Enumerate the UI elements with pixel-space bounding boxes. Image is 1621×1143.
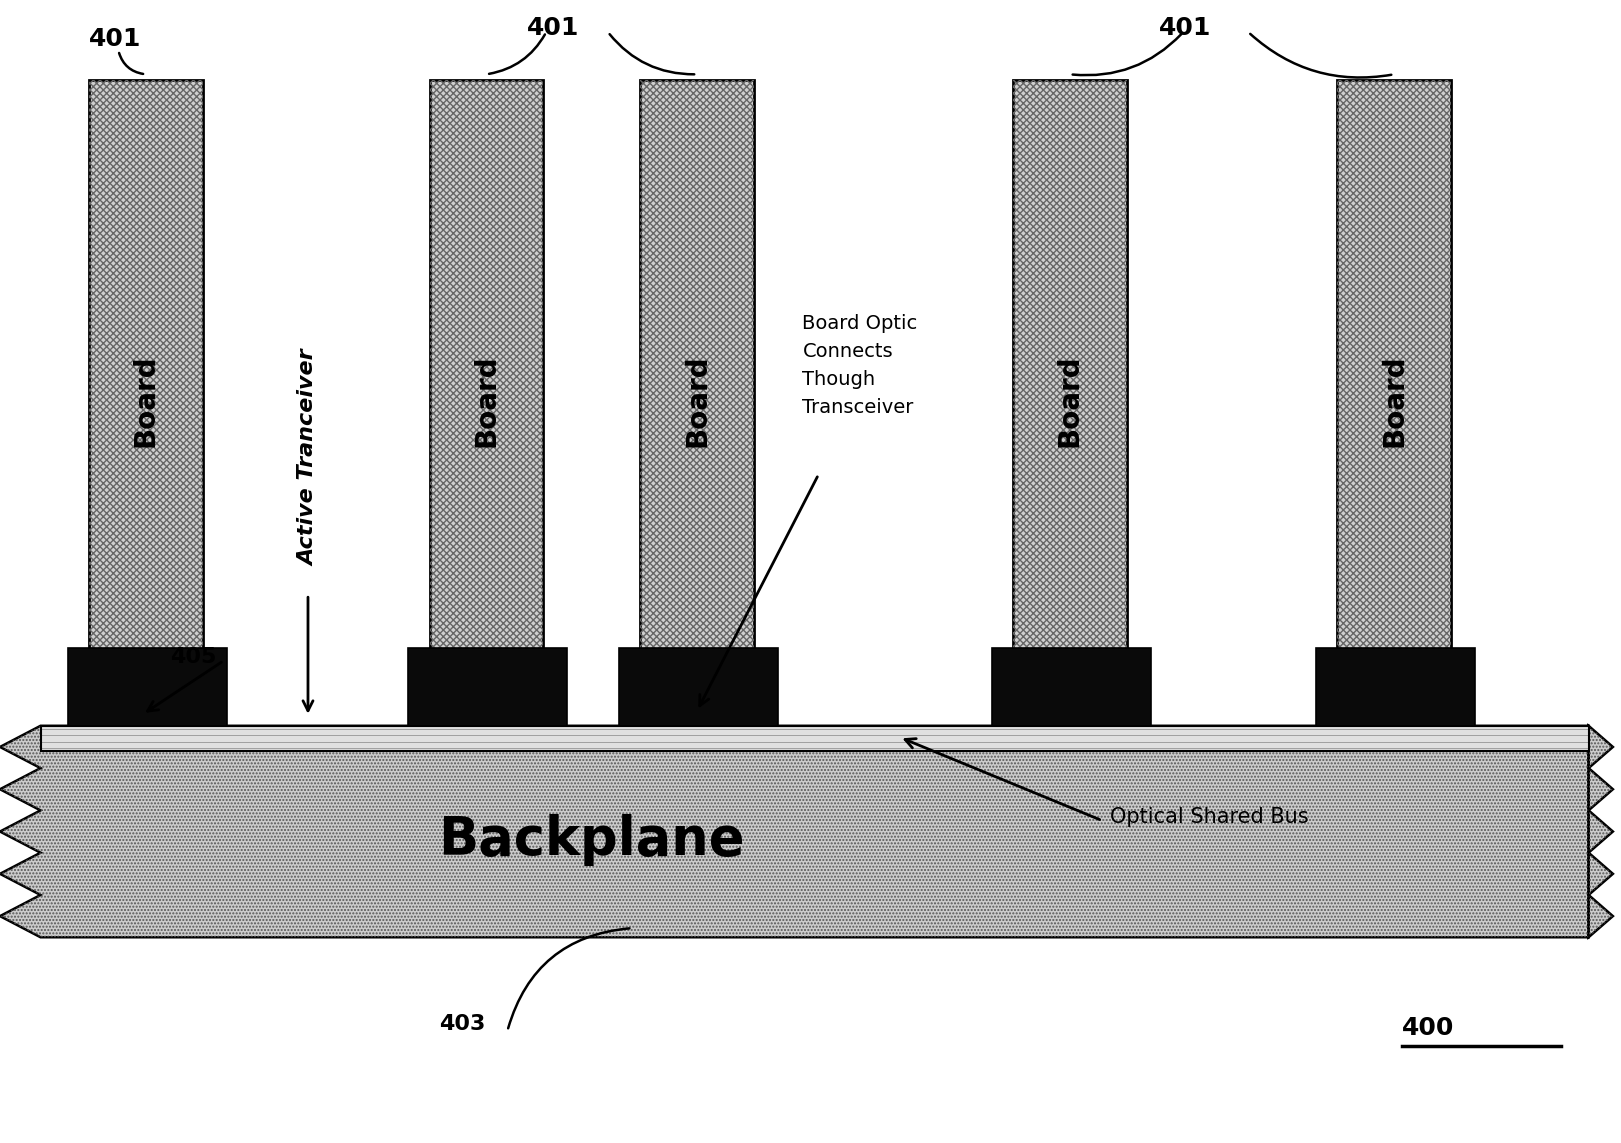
Polygon shape (41, 726, 1589, 751)
Text: 403: 403 (439, 1015, 485, 1034)
Text: 401: 401 (89, 27, 141, 51)
Text: 400: 400 (1402, 1016, 1454, 1040)
Text: Board Optic
Connects
Though
Transceiver: Board Optic Connects Though Transceiver (802, 314, 917, 417)
Bar (1337, 80, 1451, 663)
Text: Optical Shared Bus: Optical Shared Bus (1110, 807, 1310, 828)
Bar (640, 80, 754, 663)
Text: Board: Board (472, 354, 501, 447)
Bar (430, 80, 543, 663)
Text: 401: 401 (527, 16, 579, 40)
Bar (68, 648, 227, 726)
Text: Board: Board (1055, 354, 1084, 447)
Text: 405: 405 (170, 647, 217, 668)
Bar (89, 80, 203, 663)
Text: Board: Board (1379, 354, 1409, 447)
Bar (408, 648, 567, 726)
Bar (1013, 80, 1127, 663)
Text: Board: Board (682, 354, 712, 447)
Text: Active Tranceiver: Active Tranceiver (298, 349, 318, 566)
Bar (992, 648, 1151, 726)
Bar (89, 80, 203, 663)
Bar (1337, 80, 1451, 663)
Text: Backplane: Backplane (438, 814, 744, 866)
Bar (619, 648, 778, 726)
Bar (430, 80, 543, 663)
Text: Board: Board (131, 354, 160, 447)
Text: 401: 401 (1159, 16, 1211, 40)
Bar (640, 80, 754, 663)
Polygon shape (0, 726, 1613, 937)
Bar (1013, 80, 1127, 663)
Bar (1316, 648, 1475, 726)
